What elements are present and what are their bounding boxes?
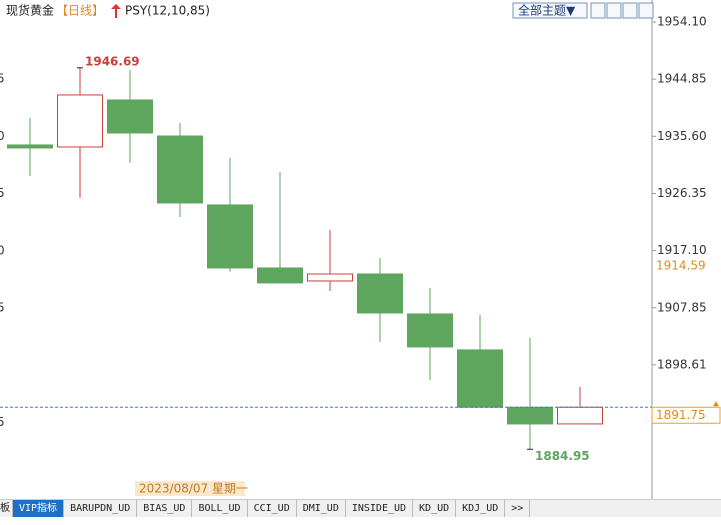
tab[interactable]: DMI_UD bbox=[297, 500, 346, 517]
theme-button[interactable] bbox=[512, 2, 588, 19]
candle-body bbox=[207, 204, 253, 269]
candle-body bbox=[57, 94, 103, 148]
icon-button[interactable] bbox=[590, 2, 606, 19]
candle-body bbox=[407, 313, 453, 348]
candle-body bbox=[557, 406, 603, 425]
chart: 现货黄金 【日线】 PSY(12,10,85) 全部主题▼ 1954.10 194… bbox=[0, 0, 721, 499]
tab[interactable]: BOLL_UD bbox=[192, 500, 248, 517]
tab[interactable]: 板 bbox=[0, 500, 13, 517]
tab[interactable]: CCI_UD bbox=[248, 500, 297, 517]
candle-body bbox=[7, 144, 53, 149]
y-tick-label: 1898.61 bbox=[657, 357, 707, 371]
left-axis-fragment: 5 bbox=[0, 415, 5, 429]
left-axis-fragment: 5 bbox=[0, 186, 5, 200]
low-label: 1884.95 bbox=[535, 449, 590, 463]
indicator: PSY(12,10,85) bbox=[125, 4, 210, 18]
tab[interactable]: BIAS_UD bbox=[137, 500, 193, 517]
high-label: 1946.69 bbox=[85, 54, 140, 68]
candle-body bbox=[507, 406, 553, 425]
last-price-arrow bbox=[713, 401, 719, 407]
y-tick-label: 1907.85 bbox=[657, 300, 707, 314]
tab[interactable]: >> bbox=[505, 500, 531, 517]
y-tick-label: 1954.10 bbox=[657, 14, 707, 28]
tab[interactable]: INSIDE_UD bbox=[346, 500, 414, 517]
last-price-box bbox=[651, 406, 721, 424]
left-axis-fragment: 5 bbox=[0, 300, 5, 314]
tab[interactable]: KD_UD bbox=[413, 500, 457, 517]
candle-body bbox=[357, 273, 403, 314]
period: 【日线】 bbox=[56, 4, 104, 18]
icon-button[interactable] bbox=[638, 2, 654, 19]
y-tick-label: 1917.10 bbox=[657, 243, 707, 257]
tab-bar: 板 VIP指标 BARUPDN_UD BIAS_UD BOLL_UD CCI_UD DMI_… bbox=[0, 499, 721, 517]
candle-body bbox=[107, 99, 153, 134]
last-price-label: 1891.75 bbox=[656, 408, 706, 422]
price-marker-label: 1914.59 bbox=[656, 259, 706, 273]
cursor-date-box bbox=[135, 481, 245, 496]
candle-body bbox=[457, 349, 503, 408]
y-tick-label: 1944.85 bbox=[657, 72, 707, 86]
y-tick-label: 1926.35 bbox=[657, 186, 707, 200]
cursor-date: 2023/08/07 星期一 bbox=[139, 482, 248, 496]
icon-button[interactable] bbox=[606, 2, 622, 19]
left-axis-fragment: 0 bbox=[0, 129, 5, 143]
symbol: 现货黄金 bbox=[6, 3, 54, 18]
candle-body bbox=[307, 273, 353, 282]
candle-body bbox=[157, 135, 203, 204]
toolbar-icons bbox=[590, 2, 654, 19]
left-axis-fragment: 0 bbox=[0, 243, 5, 257]
indicator-arrow bbox=[111, 4, 121, 18]
candle-body bbox=[257, 267, 303, 284]
tab[interactable]: VIP指标 bbox=[13, 500, 65, 517]
left-axis-fragment: 5 bbox=[0, 72, 5, 86]
y-tick-label: 1935.60 bbox=[657, 129, 707, 143]
tab[interactable]: BARUPDN_UD bbox=[64, 500, 138, 517]
icon-button[interactable] bbox=[622, 2, 638, 19]
tab[interactable]: KDJ_UD bbox=[456, 500, 506, 517]
theme-button-label[interactable]: 全部主题▼ bbox=[518, 3, 576, 18]
